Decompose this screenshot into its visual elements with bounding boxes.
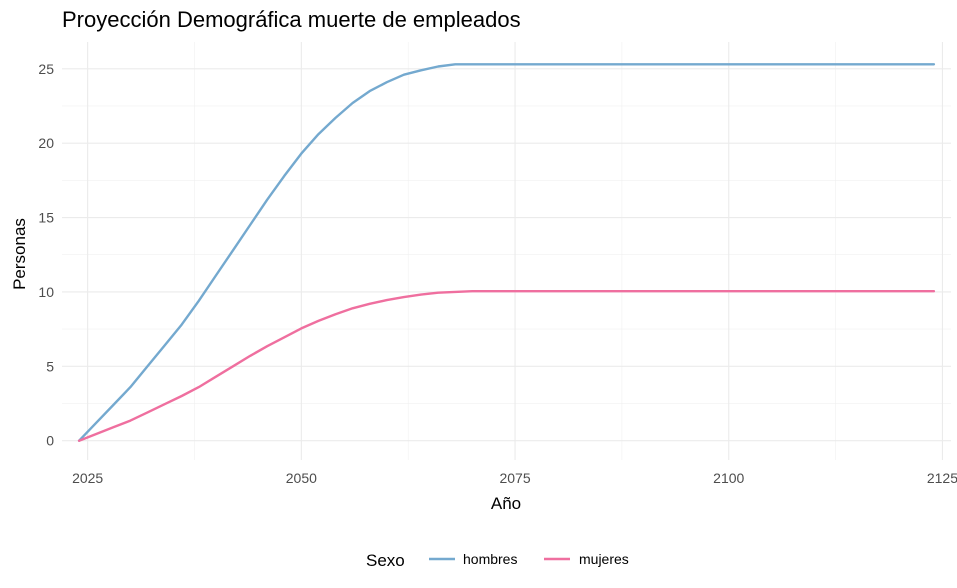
series-line-hombres bbox=[77, 63, 936, 442]
y-tick-label: 15 bbox=[38, 210, 54, 226]
y-tick-label: 10 bbox=[38, 284, 54, 300]
y-tick-label: 25 bbox=[38, 61, 54, 77]
series-layer bbox=[77, 63, 936, 442]
x-tick-label: 2025 bbox=[72, 470, 103, 486]
y-axis-tick-labels: 0 5 10 15 20 25 bbox=[38, 61, 54, 449]
legend-label-mujeres: mujeres bbox=[579, 551, 629, 567]
legend-title: Sexo bbox=[366, 551, 405, 570]
y-axis-title: Personas bbox=[10, 218, 29, 290]
x-tick-label: 2125 bbox=[927, 470, 957, 486]
x-axis-title: Año bbox=[491, 494, 521, 513]
legend: Sexo hombres mujeres bbox=[366, 551, 629, 570]
x-tick-label: 2075 bbox=[499, 470, 530, 486]
series-line-mujeres bbox=[77, 290, 936, 442]
y-tick-label: 0 bbox=[46, 433, 54, 449]
x-axis-tick-labels: 2025 2050 2075 2100 2125 bbox=[72, 470, 957, 486]
chart-title: Proyección Demográfica muerte de emplead… bbox=[62, 7, 521, 32]
x-tick-label: 2050 bbox=[286, 470, 317, 486]
y-tick-label: 5 bbox=[46, 358, 54, 374]
y-tick-label: 20 bbox=[38, 135, 54, 151]
legend-label-hombres: hombres bbox=[463, 551, 517, 567]
x-tick-label: 2100 bbox=[713, 470, 744, 486]
